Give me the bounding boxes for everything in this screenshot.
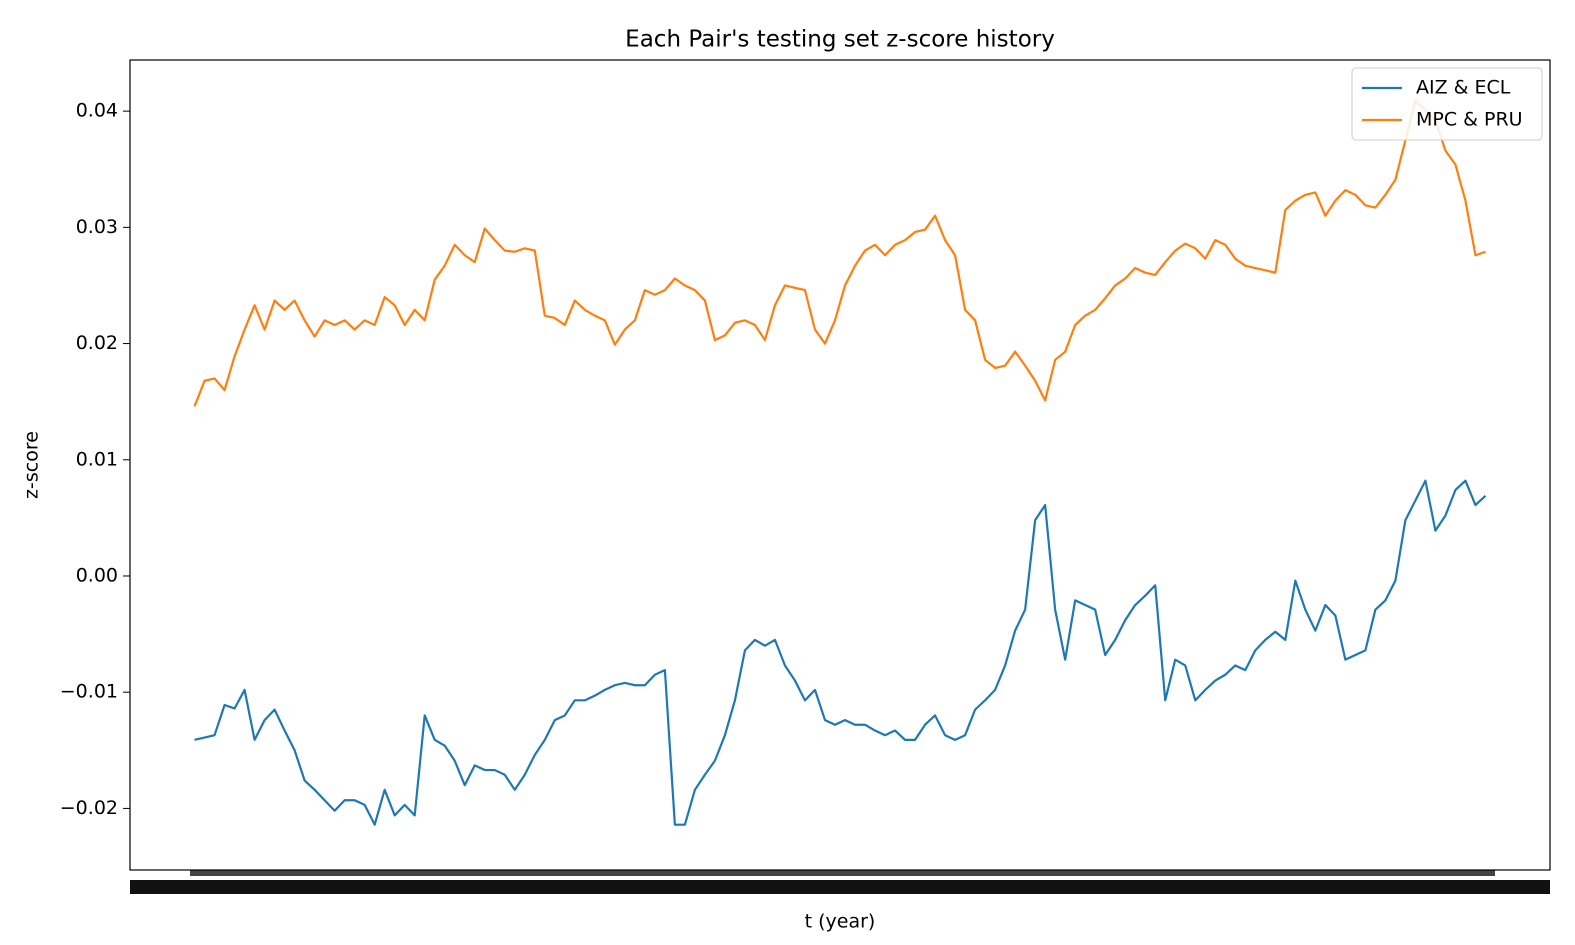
legend-box — [1351, 67, 1543, 141]
legend-label: MPC & PRU — [1416, 109, 1523, 131]
x-tick-labels-overlap — [130, 880, 1550, 894]
y-tick-label: 0.02 — [76, 332, 118, 354]
x-axis-label: t (year) — [805, 911, 876, 933]
y-tick-label: 0.03 — [76, 216, 118, 238]
y-tick-label: 0.01 — [76, 448, 118, 470]
legend-label: AIZ & ECL — [1416, 77, 1511, 99]
y-tick-label: −0.01 — [60, 681, 118, 703]
data-line — [193, 99, 1486, 407]
y-tick-label: 0.00 — [76, 564, 118, 586]
y-tick-label: 0.04 — [76, 100, 118, 122]
y-axis-label: z-score — [21, 431, 43, 499]
y-tick-label: −0.02 — [60, 797, 118, 819]
data-line — [194, 479, 1487, 826]
plot-frame — [129, 59, 1551, 871]
x-tick-marks-dense — [190, 870, 1495, 876]
chart-title: Each Pair's testing set z-score history — [625, 27, 1055, 53]
